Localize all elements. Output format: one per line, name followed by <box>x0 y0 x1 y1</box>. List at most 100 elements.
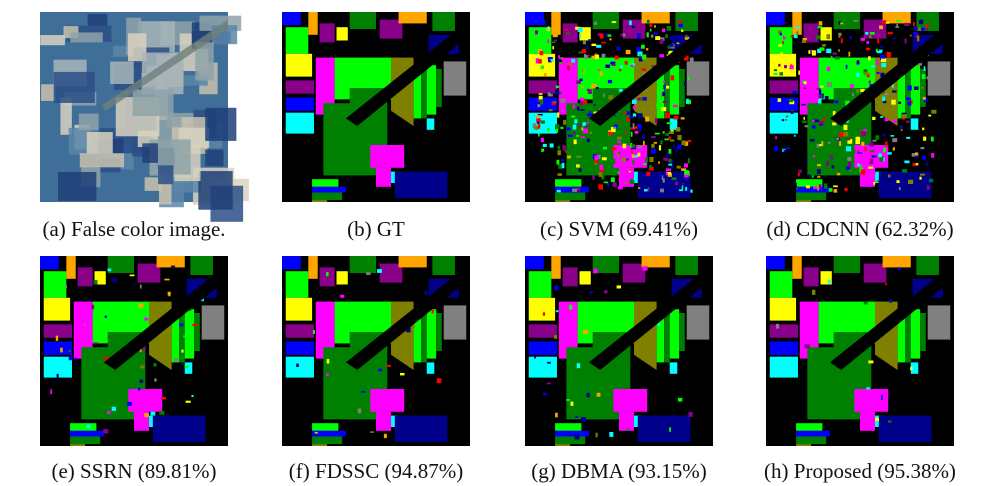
misclassified-pixel <box>850 36 852 39</box>
misclassified-pixel <box>611 177 615 182</box>
misclassified-pixel <box>822 93 824 98</box>
misclassified-pixel <box>140 380 144 383</box>
misclassified-pixel <box>786 116 788 118</box>
misclassified-pixel <box>931 137 934 142</box>
misclassified-pixel <box>880 116 883 118</box>
misclassified-pixel <box>654 25 656 27</box>
class-region <box>444 305 467 339</box>
field <box>79 114 99 130</box>
misclassified-pixel <box>185 365 189 367</box>
misclassified-pixel <box>540 99 543 104</box>
misclassified-pixel <box>803 117 805 120</box>
misclassified-pixel <box>775 136 777 139</box>
misclassified-pixel <box>437 378 442 383</box>
misclassified-pixel <box>183 335 185 337</box>
misclassified-pixel <box>799 170 802 174</box>
misclassified-pixel <box>891 100 896 105</box>
misclassified-pixel <box>660 189 664 193</box>
misclassified-pixel <box>647 32 649 37</box>
misclassified-pixel <box>554 40 557 42</box>
class-region <box>593 12 619 29</box>
misclassified-pixel <box>672 177 677 180</box>
misclassified-pixel <box>868 167 873 169</box>
misclassified-pixel <box>801 104 806 106</box>
misclassified-pixel <box>819 47 824 50</box>
misclassified-pixel <box>878 153 881 157</box>
misclassified-pixel <box>833 185 838 187</box>
misclassified-pixel <box>296 364 299 367</box>
panel-image <box>40 12 249 222</box>
misclassified-pixel <box>888 32 893 34</box>
misclassified-pixel <box>872 155 877 157</box>
misclassified-pixel <box>856 89 858 93</box>
misclassified-pixel <box>870 150 874 152</box>
misclassified-pixel <box>786 84 788 88</box>
field <box>87 132 113 154</box>
misclassified-pixel <box>921 87 923 89</box>
class-region <box>286 271 309 298</box>
misclassified-pixel <box>642 135 644 140</box>
misclassified-pixel <box>384 434 387 438</box>
misclassified-pixel <box>662 131 664 133</box>
misclassified-pixel <box>659 54 664 57</box>
misclassified-pixel <box>643 163 647 165</box>
misclassified-pixel <box>646 172 650 176</box>
misclassified-pixel <box>588 79 590 83</box>
misclassified-pixel <box>931 153 934 158</box>
class-region <box>194 313 200 351</box>
misclassified-pixel <box>817 144 820 148</box>
misclassified-pixel <box>633 123 635 128</box>
misclassified-pixel <box>358 409 361 414</box>
misclassified-pixel <box>620 126 622 129</box>
misclassified-pixel <box>69 356 73 360</box>
misclassified-pixel <box>578 28 583 32</box>
field <box>167 116 182 127</box>
misclassified-pixel <box>685 187 687 191</box>
misclassified-pixel <box>675 148 677 153</box>
misclassified-pixel <box>888 421 892 423</box>
panel-image <box>525 12 713 202</box>
misclassified-pixel <box>875 418 879 421</box>
misclassified-pixel <box>826 161 828 166</box>
misclassified-pixel <box>826 34 830 39</box>
misclassified-pixel <box>804 81 807 84</box>
caption: (g) DBMA (93.15%) <box>531 459 707 483</box>
misclassified-pixel <box>926 76 929 79</box>
misclassified-pixel <box>684 82 686 85</box>
misclassified-pixel <box>812 50 816 55</box>
misclassified-pixel <box>677 42 680 44</box>
misclassified-pixel <box>639 54 641 56</box>
misclassified-pixel <box>560 127 563 129</box>
misclassified-pixel <box>91 305 94 310</box>
class-region <box>286 342 314 355</box>
misclassified-pixel <box>568 135 573 137</box>
misclassified-pixel <box>550 41 555 43</box>
field <box>133 89 174 116</box>
misclassified-pixel <box>138 387 140 390</box>
misclassified-pixel <box>916 163 919 165</box>
misclassified-pixel <box>638 187 640 189</box>
misclassified-pixel <box>633 113 636 116</box>
misclassified-pixel <box>899 187 901 190</box>
misclassified-pixel <box>313 330 315 334</box>
misclassified-pixel <box>922 128 924 131</box>
misclassified-pixel <box>919 20 923 25</box>
misclassified-pixel <box>541 138 544 143</box>
misclassified-pixel <box>673 144 675 148</box>
misclassified-pixel <box>882 97 885 101</box>
misclassified-pixel <box>816 88 820 90</box>
misclassified-pixel <box>561 159 564 161</box>
misclassified-pixel <box>534 51 537 54</box>
class-region <box>399 256 427 267</box>
class-region <box>770 113 798 134</box>
misclassified-pixel <box>623 144 627 149</box>
misclassified-pixel <box>641 45 645 49</box>
misclassified-pixel <box>852 93 854 97</box>
misclassified-pixel <box>618 186 623 189</box>
misclassified-pixel <box>556 86 559 89</box>
misclassified-pixel <box>824 183 827 188</box>
misclassified-pixel <box>855 141 859 144</box>
class-region <box>44 342 72 355</box>
misclassified-pixel <box>866 387 870 389</box>
misclassified-pixel <box>812 175 814 177</box>
